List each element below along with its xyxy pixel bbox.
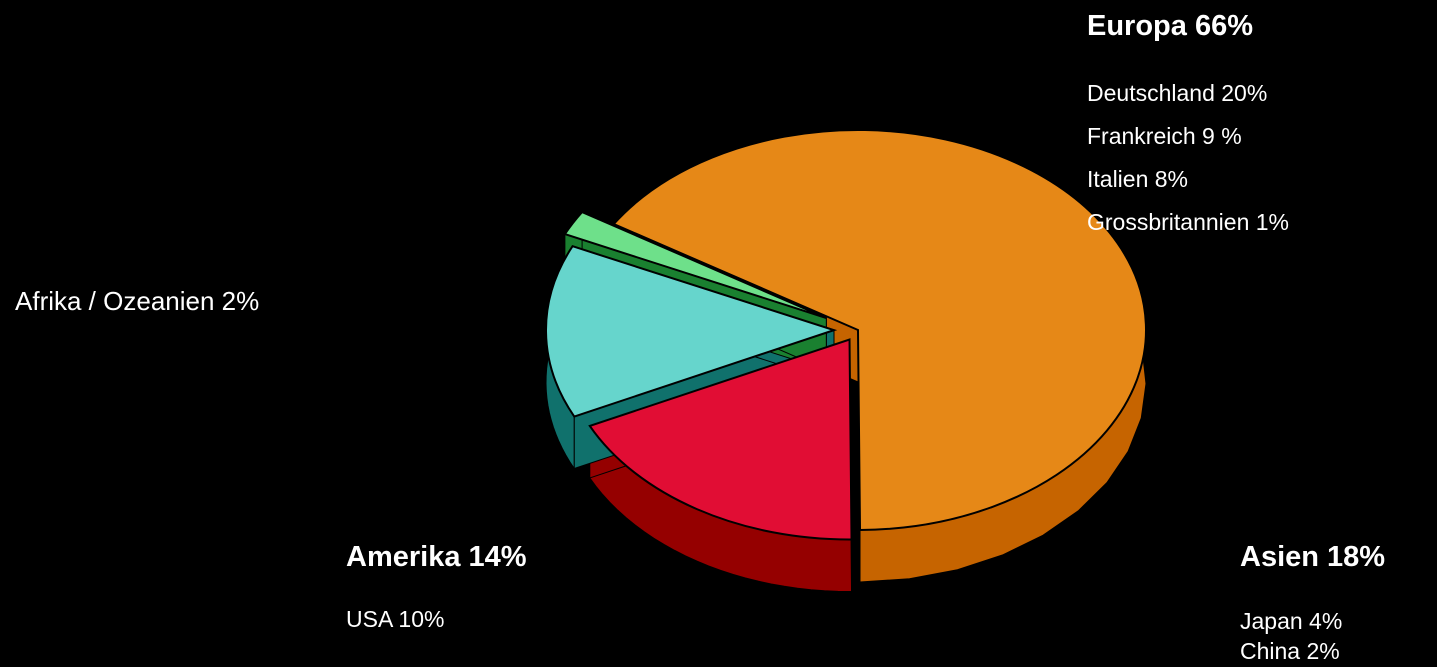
- detail-usa: USA 10%: [346, 606, 445, 632]
- europa-details: Deutschland 20% Frankreich 9 % Italien 8…: [1087, 72, 1289, 244]
- label-amerika: Amerika 14%: [346, 541, 527, 573]
- slice-europa: [612, 129, 1147, 532]
- slice-asien: [588, 338, 853, 541]
- detail-italien: Italien 8%: [1087, 166, 1189, 192]
- detail-japan: Japan 4%: [1240, 608, 1343, 634]
- detail-china: China 2%: [1240, 638, 1340, 664]
- label-asien: Asien 18%: [1240, 541, 1386, 573]
- slice-amerika: [545, 245, 838, 418]
- detail-frankreich: Frankreich 9 %: [1087, 123, 1242, 149]
- slice-afrika-ozeanien: [563, 210, 827, 319]
- asien-details: Japan 4% China 2%: [1240, 606, 1342, 666]
- label-afrika-ozeanien: Afrika / Ozeanien 2%: [15, 286, 260, 316]
- detail-deutschland: Deutschland 20%: [1087, 80, 1268, 106]
- label-europa: Europa 66%: [1087, 10, 1253, 42]
- detail-grossbritannien: Grossbritannien 1%: [1087, 209, 1289, 235]
